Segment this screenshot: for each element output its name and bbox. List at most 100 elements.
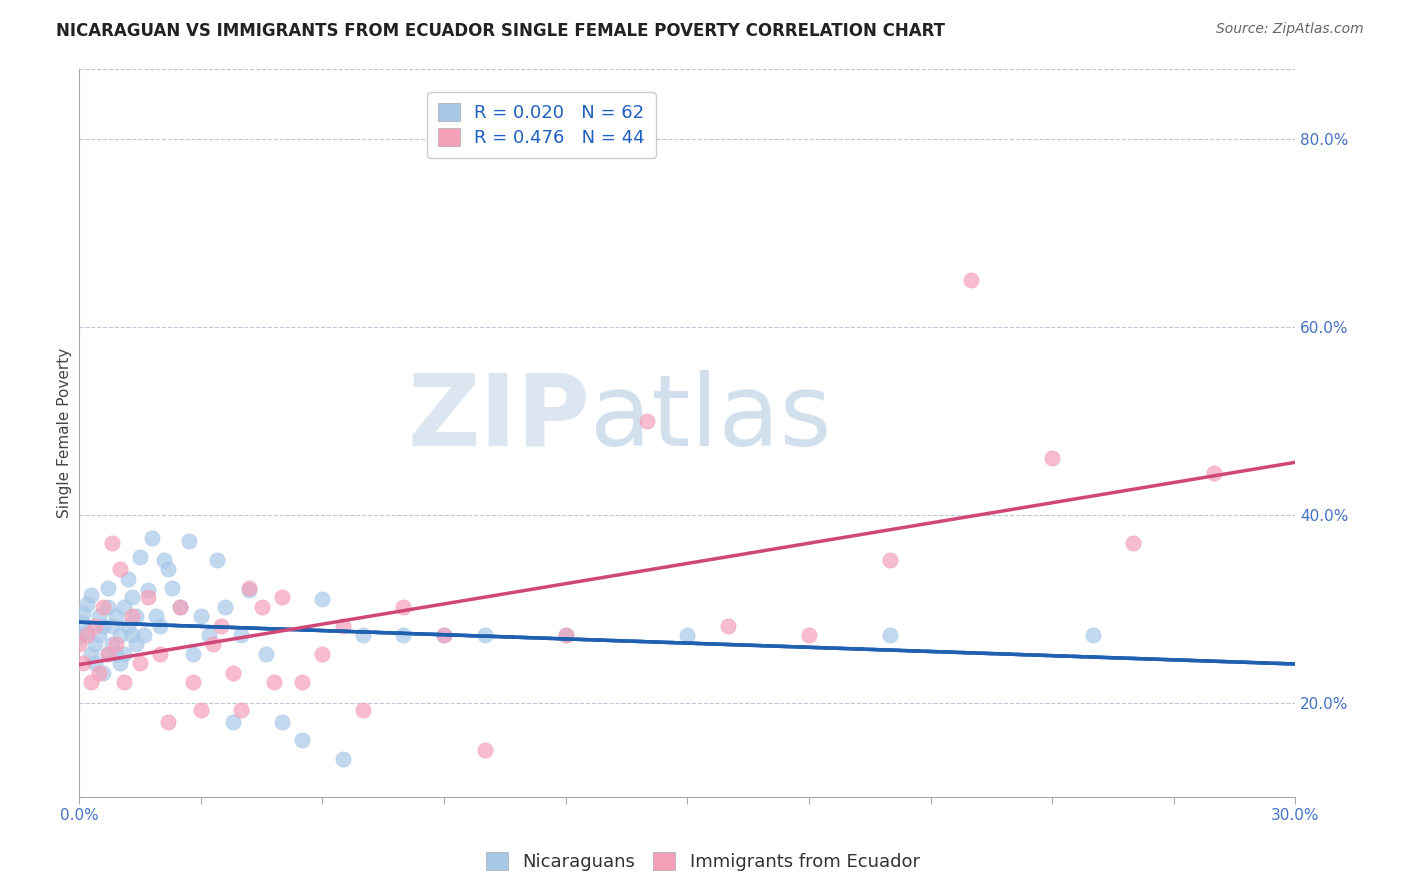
Point (108, 657, 131, 671)
Legend: R = 0.020   N = 62, R = 0.476   N = 44: R = 0.020 N = 62, R = 0.476 N = 44 (427, 92, 655, 158)
Point (112, 647, 135, 661)
Point (72, 607, 94, 621)
Point (554, 628, 576, 642)
Point (1040, 451, 1063, 466)
Y-axis label: Single Female Poverty: Single Female Poverty (58, 348, 72, 517)
Point (231, 703, 253, 717)
Text: Source: ZipAtlas.com: Source: ZipAtlas.com (1216, 22, 1364, 37)
Point (254, 647, 277, 661)
Point (332, 752, 354, 766)
Point (93, 618, 115, 632)
Point (84, 637, 107, 651)
Point (149, 618, 172, 632)
Point (352, 703, 374, 717)
Point (100, 618, 122, 632)
Point (153, 553, 176, 567)
Point (117, 618, 139, 632)
Point (84, 657, 107, 671)
Point (270, 591, 292, 605)
Point (80, 647, 103, 661)
Point (190, 703, 212, 717)
Text: ZIP: ZIP (408, 369, 591, 467)
Point (108, 628, 131, 642)
Point (125, 609, 148, 624)
Point (136, 582, 159, 597)
Point (80, 588, 103, 602)
Point (121, 591, 143, 605)
Point (291, 733, 314, 747)
Point (332, 618, 354, 632)
Point (129, 550, 152, 565)
Point (96, 599, 118, 614)
Legend: Nicaraguans, Immigrants from Ecuador: Nicaraguans, Immigrants from Ecuador (479, 845, 927, 879)
Point (121, 609, 143, 624)
Point (108, 562, 131, 576)
Point (1204, 466, 1226, 480)
Point (250, 599, 273, 614)
Point (96, 581, 118, 595)
Point (141, 531, 163, 545)
Point (1122, 536, 1144, 550)
Point (157, 714, 180, 729)
Point (554, 628, 576, 642)
Point (80, 675, 103, 690)
Point (291, 675, 314, 690)
Point (162, 581, 184, 595)
Point (84, 618, 107, 632)
Point (311, 647, 333, 661)
Point (231, 628, 253, 642)
Point (392, 628, 415, 642)
Point (112, 599, 135, 614)
Point (76, 597, 98, 611)
Point (76, 628, 98, 642)
Point (169, 599, 191, 614)
Point (474, 628, 496, 642)
Point (149, 647, 172, 661)
Point (879, 628, 901, 642)
Point (136, 591, 159, 605)
Point (132, 628, 155, 642)
Text: NICARAGUAN VS IMMIGRANTS FROM ECUADOR SINGLE FEMALE POVERTY CORRELATION CHART: NICARAGUAN VS IMMIGRANTS FROM ECUADOR SI… (56, 22, 945, 40)
Point (117, 572, 139, 586)
Point (797, 628, 820, 642)
Point (96, 647, 118, 661)
Point (157, 562, 180, 576)
Point (89, 665, 111, 680)
Point (209, 618, 232, 632)
Point (717, 618, 740, 632)
Point (263, 675, 285, 690)
Point (181, 675, 204, 690)
Point (214, 599, 236, 614)
Point (636, 414, 658, 428)
Point (67, 637, 90, 651)
Point (270, 714, 292, 729)
Point (100, 536, 122, 550)
Point (392, 599, 415, 614)
Point (72, 657, 94, 671)
Point (433, 628, 456, 642)
Point (198, 628, 221, 642)
Point (72, 615, 94, 630)
Point (205, 553, 228, 567)
Point (129, 657, 152, 671)
Point (201, 637, 224, 651)
Point (238, 582, 260, 597)
Point (169, 599, 191, 614)
Point (104, 647, 127, 661)
Point (433, 628, 456, 642)
Point (222, 665, 245, 680)
Point (238, 581, 260, 595)
Point (1081, 628, 1104, 642)
Point (125, 637, 148, 651)
Point (311, 592, 333, 607)
Point (100, 637, 122, 651)
Point (190, 609, 212, 624)
Point (676, 628, 699, 642)
Point (145, 609, 167, 624)
Point (121, 628, 143, 642)
Point (89, 609, 111, 624)
Point (76, 625, 98, 640)
Point (96, 647, 118, 661)
Point (879, 553, 901, 567)
Point (960, 273, 983, 287)
